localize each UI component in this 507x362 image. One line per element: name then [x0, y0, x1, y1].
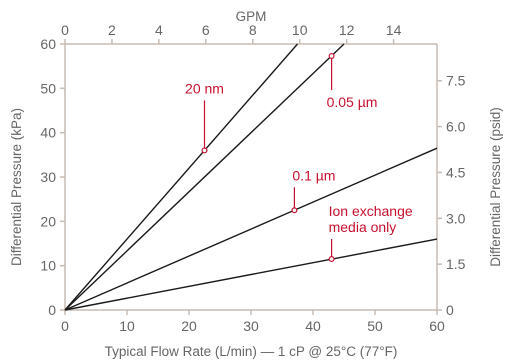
top-x-tick-label: 2	[108, 22, 116, 38]
y-tick-label: 10	[40, 258, 56, 274]
x-tick-label: 50	[367, 318, 383, 334]
y-tick-label: 0	[48, 302, 56, 318]
annotation-label: 0.05 µm	[327, 94, 378, 110]
top-x-tick-label: 14	[386, 22, 402, 38]
series-line	[64, 147, 438, 311]
series-lines	[64, 43, 438, 311]
y-tick-label: 60	[40, 36, 56, 52]
x-axis-title: Typical Flow Rate (L/min) — 1 cP @ 25°C …	[105, 344, 398, 359]
x-tick-label: 60	[429, 318, 445, 334]
x-tick-label: 0	[61, 318, 69, 334]
y-tick-label: 50	[40, 80, 56, 96]
axes	[60, 39, 442, 315]
x-tick-label: 40	[305, 318, 321, 334]
series-line	[64, 238, 438, 311]
annotation-marker	[291, 207, 298, 214]
y-tick-label: 30	[40, 169, 56, 185]
series-line	[64, 43, 299, 311]
right-y-tick-label: 0	[446, 302, 454, 318]
right-y-tick-label: 1.5	[446, 256, 466, 272]
y-axis-title: Differential Pressure (kPa)	[9, 108, 24, 266]
top-x-tick-label: 12	[339, 22, 355, 38]
top-x-tick-label: 6	[202, 22, 210, 38]
top-x-tick-label: 0	[61, 22, 69, 38]
series-line	[64, 43, 345, 311]
x-tick-label: 30	[243, 318, 259, 334]
annotation-marker	[328, 256, 335, 263]
right-y-tick-label: 4.5	[446, 164, 466, 180]
right-y-tick-label: 7.5	[446, 73, 466, 89]
right-y-tick-label: 3.0	[446, 210, 466, 226]
y-tick-label: 40	[40, 125, 56, 141]
right-y-axis-title: Differential Pressure (psid)	[488, 107, 503, 267]
annotation-marker	[201, 147, 208, 154]
right-y-tick-label: 6.0	[446, 119, 466, 135]
annotation-marker	[328, 52, 335, 59]
x-tick-label: 20	[181, 318, 197, 334]
annotation-label: 20 nm	[185, 80, 224, 96]
top-x-tick-label: 10	[292, 22, 308, 38]
top-x-tick-label: 8	[249, 22, 257, 38]
x-tick-label: 10	[119, 318, 135, 334]
top-x-tick-label: 4	[155, 22, 163, 38]
annotation-label: Ion exchange	[329, 203, 413, 219]
annotation-label: media only	[329, 219, 397, 235]
top-x-axis-title: GPM	[236, 9, 267, 24]
y-tick-label: 20	[40, 213, 56, 229]
annotation-label: 0.1 µm	[292, 167, 335, 183]
